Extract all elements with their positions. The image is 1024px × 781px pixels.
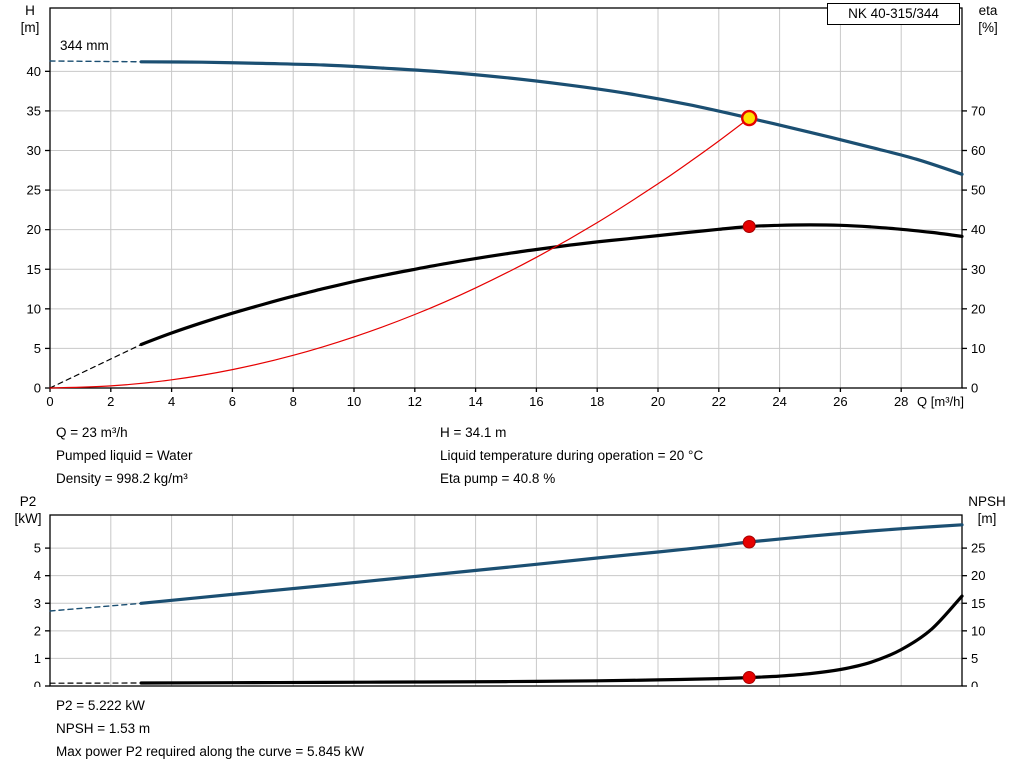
npsh-axis-quantity: NPSH	[968, 494, 1006, 509]
svg-text:30: 30	[27, 143, 41, 158]
p2-curve-extrapolated	[49, 602, 142, 612]
svg-text:0: 0	[34, 381, 41, 396]
head-axis-title: H [m]	[10, 2, 50, 36]
max-power-text: Max power P2 required along the curve = …	[56, 744, 365, 759]
svg-text:10: 10	[971, 341, 985, 356]
svg-text:0: 0	[971, 679, 978, 688]
pump-name-box: NK 40-315/344	[827, 3, 960, 25]
svg-text:20: 20	[651, 394, 665, 409]
system-curve	[49, 117, 750, 389]
liquid-temperature-text: Liquid temperature during operation = 20…	[440, 448, 704, 463]
svg-text:1: 1	[34, 651, 41, 666]
duty-head-text: H = 34.1 m	[440, 425, 507, 440]
head-curve-extrapolated	[49, 60, 142, 63]
svg-text:10: 10	[347, 394, 361, 409]
svg-text:70: 70	[971, 103, 985, 118]
duty-info-column-2: H = 34.1 m Liquid temperature during ope…	[440, 421, 703, 490]
svg-text:6: 6	[229, 394, 236, 409]
svg-text:4: 4	[168, 394, 175, 409]
duty-info-column-1: Q = 23 m³/h Pumped liquid = Water Densit…	[56, 421, 192, 490]
efficiency-curve	[139, 223, 964, 347]
head-axis-quantity: H	[25, 3, 35, 18]
svg-text:10: 10	[971, 623, 985, 638]
eta-axis-quantity: eta	[978, 3, 998, 18]
svg-text:12: 12	[408, 394, 422, 409]
impeller-diameter-label: 344 mm	[60, 38, 109, 53]
svg-text:20: 20	[971, 301, 985, 316]
svg-text:20: 20	[971, 568, 985, 583]
npsh-curve	[139, 594, 964, 685]
npsh-value-text: NPSH = 1.53 m	[56, 721, 151, 736]
svg-text:0: 0	[971, 381, 978, 396]
npsh-axis-unit: [m]	[977, 511, 997, 526]
svg-text:15: 15	[971, 596, 985, 611]
svg-text:0: 0	[34, 679, 41, 688]
svg-text:10: 10	[27, 301, 41, 316]
duty-flow-text: Q = 23 m³/h	[56, 425, 128, 440]
pumped-liquid-text: Pumped liquid = Water	[56, 448, 193, 463]
svg-text:26: 26	[833, 394, 847, 409]
npsh-axis-title: NPSH [m]	[956, 493, 1018, 527]
duty-point-head	[741, 109, 758, 127]
p2-curve	[139, 523, 964, 605]
efficiency-curve-extrapolated	[49, 343, 142, 389]
p2-axis-quantity: P2	[19, 494, 37, 509]
head-curve	[139, 60, 964, 176]
svg-text:0: 0	[46, 394, 53, 409]
svg-text:25: 25	[971, 541, 985, 556]
svg-text:30: 30	[971, 262, 985, 277]
svg-text:5: 5	[34, 341, 41, 356]
svg-text:4: 4	[34, 568, 41, 583]
svg-text:2: 2	[34, 623, 41, 638]
p2-value-text: P2 = 5.222 kW	[56, 698, 145, 713]
svg-text:18: 18	[590, 394, 604, 409]
svg-text:5: 5	[34, 541, 41, 556]
svg-text:40: 40	[27, 64, 41, 79]
p2-axis-unit: [kW]	[14, 511, 42, 526]
eta-axis-title: eta [%]	[962, 2, 1014, 36]
svg-text:2: 2	[107, 394, 114, 409]
svg-text:24: 24	[772, 394, 786, 409]
svg-text:16: 16	[529, 394, 543, 409]
power-npsh-chart: 0 1 2 3 4 5 0 5 10 15 20 25	[34, 514, 985, 688]
svg-text:20: 20	[27, 222, 41, 237]
x-axis-label: Q [m³/h]	[917, 394, 964, 409]
svg-text:8: 8	[290, 394, 297, 409]
svg-text:28: 28	[894, 394, 908, 409]
result-info-block: P2 = 5.222 kW NPSH = 1.53 m Max power P2…	[56, 694, 364, 763]
eta-pump-text: Eta pump = 40.8 %	[440, 471, 556, 486]
duty-point-p2	[742, 535, 756, 549]
p2-axis-title: P2 [kW]	[6, 493, 50, 527]
svg-text:25: 25	[27, 183, 41, 198]
duty-point-npsh	[742, 671, 756, 685]
density-text: Density = 998.2 kg/m³	[56, 471, 188, 486]
svg-text:50: 50	[971, 183, 985, 198]
svg-text:3: 3	[34, 596, 41, 611]
eta-axis-unit: [%]	[978, 20, 998, 35]
duty-point-efficiency	[742, 220, 756, 233]
svg-text:60: 60	[971, 143, 985, 158]
head-axis-unit: [m]	[20, 20, 40, 35]
svg-text:15: 15	[27, 262, 41, 277]
svg-text:40: 40	[971, 222, 985, 237]
svg-text:5: 5	[971, 651, 978, 666]
svg-text:22: 22	[712, 394, 726, 409]
svg-text:14: 14	[468, 394, 482, 409]
svg-text:35: 35	[27, 103, 41, 118]
